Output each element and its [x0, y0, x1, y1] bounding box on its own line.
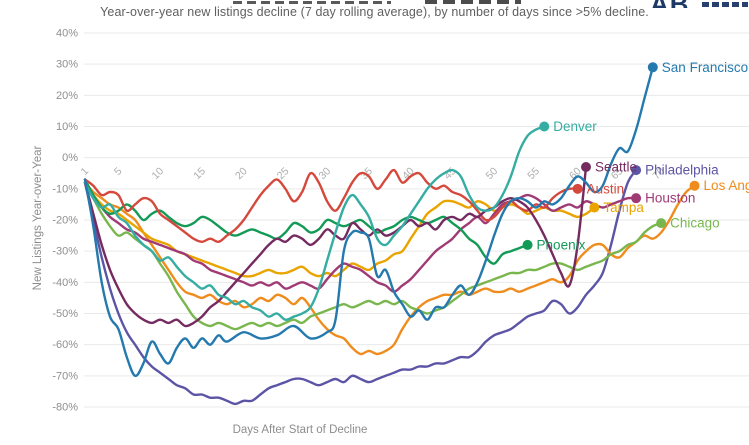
x-tick-label: 55 — [525, 165, 542, 182]
series-endpoint-tampa[interactable] — [589, 202, 600, 213]
series-label-seattle[interactable]: Seattle — [595, 160, 637, 175]
series-endpoint-seattle[interactable] — [581, 162, 591, 173]
series-endpoint-philadelphia[interactable] — [631, 165, 642, 176]
y-tick-label: 10% — [56, 121, 78, 133]
x-axis-title: Days After Start of Decline — [232, 424, 368, 436]
series-endpoint-austin[interactable] — [572, 183, 583, 194]
x-tick-label: 5 — [112, 165, 125, 178]
y-tick-label: -10% — [52, 183, 78, 195]
series-line-chicago[interactable] — [83, 181, 663, 331]
x-tick-label: 50 — [484, 165, 501, 182]
x-tick-label: 30 — [317, 165, 334, 182]
y-tick-label: -60% — [52, 339, 78, 351]
series-label-austin[interactable]: Austin — [587, 181, 625, 196]
series-line-los-angeles[interactable] — [83, 181, 696, 356]
series-label-philadelphia[interactable]: Philadelphia — [645, 163, 719, 178]
y-tick-label: -70% — [52, 370, 78, 382]
series-label-chicago[interactable]: Chicago — [670, 216, 720, 231]
cropped-title-fragment — [233, 1, 391, 4]
series-endpoint-phoenix[interactable] — [522, 239, 533, 250]
series-label-denver[interactable]: Denver — [553, 119, 597, 134]
chart-subtitle: Year-over-year new listings decline (7 d… — [100, 5, 649, 19]
y-tick-label: -30% — [52, 246, 78, 258]
series-line-tampa[interactable] — [83, 181, 596, 278]
series-label-los-angeles[interactable]: Los Angeles — [704, 178, 749, 193]
series-endpoint-denver[interactable] — [539, 121, 550, 132]
series-line-philadelphia[interactable] — [83, 168, 638, 406]
series-label-houston[interactable]: Houston — [645, 191, 695, 206]
y-tick-label: 20% — [56, 90, 78, 102]
series-line-phoenix[interactable] — [83, 178, 529, 265]
series-endpoint-houston[interactable] — [631, 193, 642, 204]
series-endpoint-san-francisco[interactable] — [647, 62, 658, 73]
series-label-tampa[interactable]: Tampa — [603, 200, 644, 215]
y-tick-label: -40% — [52, 277, 78, 289]
series-line-austin[interactable] — [83, 168, 579, 244]
series-line-san-francisco[interactable] — [83, 66, 654, 378]
series-endpoint-chicago[interactable] — [656, 218, 667, 229]
cropped-logo: AB — [650, 0, 749, 8]
series-endpoint-los-angeles[interactable] — [689, 180, 700, 191]
series-label-phoenix[interactable]: Phoenix — [537, 237, 586, 252]
cropped-logo-text-fragment — [702, 2, 748, 7]
y-tick-label: -50% — [52, 308, 78, 320]
y-tick-label: 30% — [56, 59, 78, 71]
y-tick-label: -80% — [52, 402, 78, 414]
y-tick-label: 0% — [62, 152, 78, 164]
x-tick-label: 10 — [150, 165, 167, 182]
x-tick-label: 15 — [191, 165, 208, 182]
series-line-houston[interactable] — [83, 181, 638, 293]
y-tick-label: 40% — [56, 28, 78, 40]
series-label-san-francisco[interactable]: San Francisco — [662, 60, 748, 75]
y-tick-label: -20% — [52, 215, 78, 227]
cropped-title-fragment — [425, 0, 521, 4]
logo-text-fragment: AB — [650, 0, 690, 8]
series-line-denver[interactable] — [83, 125, 546, 321]
x-tick-label: 1 — [79, 165, 92, 178]
series-line-seattle[interactable] — [83, 165, 588, 328]
x-tick-label: 20 — [233, 165, 250, 182]
